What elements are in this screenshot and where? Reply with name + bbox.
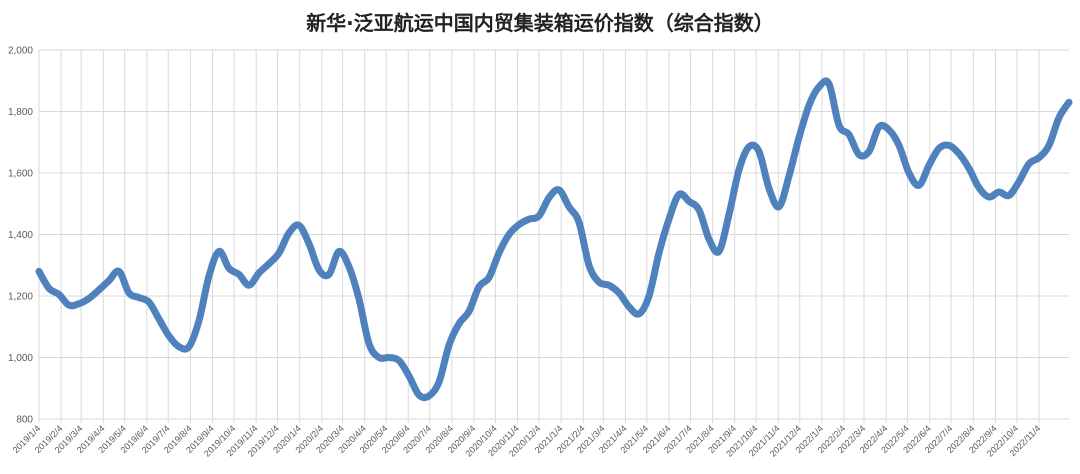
series-line xyxy=(35,77,1073,402)
data-points xyxy=(38,83,1070,397)
y-tick-label: 800 xyxy=(16,415,33,426)
gridlines xyxy=(38,49,1069,423)
y-tick-label: 1,800 xyxy=(8,107,33,118)
x-axis: 2019/1/42019/2/42019/3/42019/4/42019/5/4… xyxy=(11,423,1043,458)
y-tick-label: 1,200 xyxy=(8,292,33,303)
y-tick-label: 1,400 xyxy=(8,230,33,241)
y-tick-label: 1,000 xyxy=(8,353,33,364)
y-tick-label: 1,600 xyxy=(8,169,33,180)
y-tick-label: 2,000 xyxy=(8,46,33,57)
chart-title: 新华·泛亚航运中国内贸集装箱运价指数（综合指数） xyxy=(306,11,774,35)
y-axis: 800 1,000 1,200 1,400 1,600 1,800 2,000 xyxy=(8,46,33,426)
